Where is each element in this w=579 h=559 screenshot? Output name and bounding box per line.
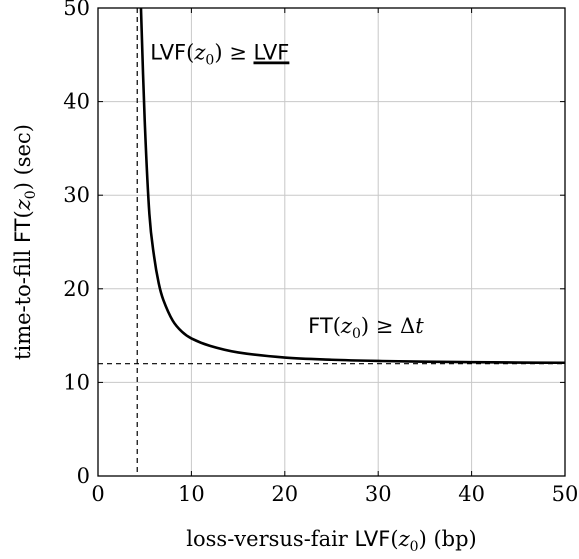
series-line — [139, 7, 566, 365]
x-tick-label: 20 — [271, 482, 298, 506]
y-tick-label: 30 — [63, 183, 90, 207]
reference-lines — [98, 8, 565, 476]
y-tick-label: 10 — [63, 370, 90, 394]
y-tick-label: 20 — [63, 277, 90, 301]
plot-frame — [97, 7, 566, 477]
series-group — [139, 7, 566, 365]
y-tick-label: 0 — [77, 464, 90, 488]
x-axis-label: loss-versus-fair LVF(z0) (bp) — [186, 527, 476, 555]
y-tick-label: 50 — [63, 0, 90, 20]
x-tick-label: 50 — [552, 482, 579, 506]
y-tick-label: 40 — [63, 90, 90, 114]
grid-lines — [97, 7, 566, 477]
y-axis-label: time-to-fill FT(z0) (sec) — [11, 124, 39, 360]
x-tick-label: 40 — [458, 482, 485, 506]
x-axis-ticks: 0 10 20 30 40 50 — [91, 8, 578, 506]
annotation-ft-bound: FT(z0) ≥ Δt — [308, 314, 424, 342]
x-tick-label: 0 — [91, 482, 104, 506]
x-tick-label: 10 — [178, 482, 205, 506]
y-axis-ticks: 0 10 20 30 40 50 — [63, 0, 565, 488]
x-tick-label: 30 — [365, 482, 392, 506]
annotation-lvf-bound: LVF(z0) ≥ LVF — [150, 40, 289, 68]
